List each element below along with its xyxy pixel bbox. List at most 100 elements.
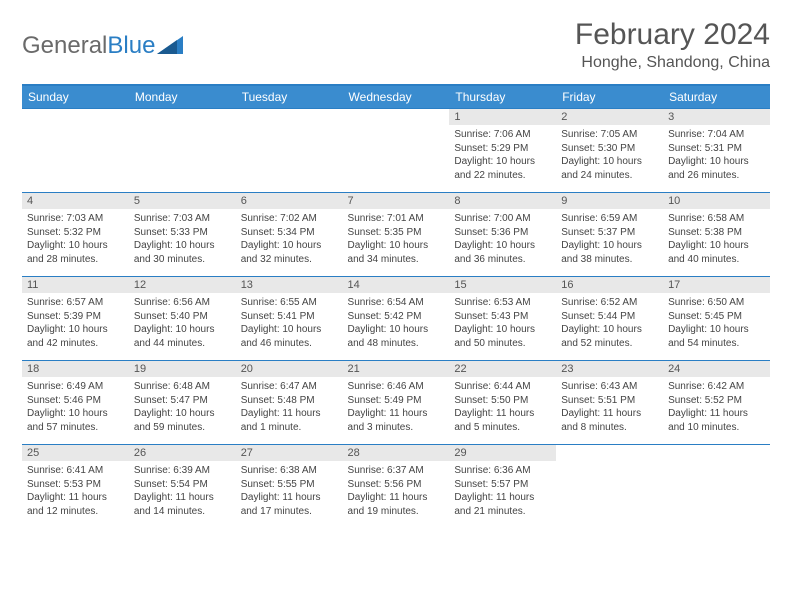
sunset-text: Sunset: 5:41 PM xyxy=(241,310,338,324)
calendar-body: 1Sunrise: 7:06 AMSunset: 5:29 PMDaylight… xyxy=(22,109,770,529)
day-body: Sunrise: 6:42 AMSunset: 5:52 PMDaylight:… xyxy=(663,377,770,439)
day-number: 17 xyxy=(663,277,770,293)
daylight-text: Daylight: 10 hours and 42 minutes. xyxy=(27,323,124,350)
day-number: 12 xyxy=(129,277,236,293)
sunset-text: Sunset: 5:54 PM xyxy=(134,478,231,492)
sunset-text: Sunset: 5:37 PM xyxy=(561,226,658,240)
daylight-text: Daylight: 11 hours and 17 minutes. xyxy=(241,491,338,518)
sunset-text: Sunset: 5:40 PM xyxy=(134,310,231,324)
day-number: 10 xyxy=(663,193,770,209)
day-number: 24 xyxy=(663,361,770,377)
day-body: Sunrise: 6:49 AMSunset: 5:46 PMDaylight:… xyxy=(22,377,129,439)
sunset-text: Sunset: 5:52 PM xyxy=(668,394,765,408)
day-body: Sunrise: 6:59 AMSunset: 5:37 PMDaylight:… xyxy=(556,209,663,271)
brand-logo: GeneralBlue xyxy=(22,32,183,60)
sunrise-text: Sunrise: 6:41 AM xyxy=(27,464,124,478)
daylight-text: Daylight: 11 hours and 10 minutes. xyxy=(668,407,765,434)
sunset-text: Sunset: 5:46 PM xyxy=(27,394,124,408)
weekday-header: Thursday xyxy=(449,85,556,109)
sunrise-text: Sunrise: 6:53 AM xyxy=(454,296,551,310)
sunrise-text: Sunrise: 6:47 AM xyxy=(241,380,338,394)
daylight-text: Daylight: 10 hours and 30 minutes. xyxy=(134,239,231,266)
day-body: Sunrise: 6:52 AMSunset: 5:44 PMDaylight:… xyxy=(556,293,663,355)
day-number: 16 xyxy=(556,277,663,293)
day-number: 2 xyxy=(556,109,663,125)
day-cell: 25Sunrise: 6:41 AMSunset: 5:53 PMDayligh… xyxy=(22,445,129,529)
day-number: 20 xyxy=(236,361,343,377)
daylight-text: Daylight: 11 hours and 19 minutes. xyxy=(348,491,445,518)
day-number: 29 xyxy=(449,445,556,461)
day-body: Sunrise: 6:48 AMSunset: 5:47 PMDaylight:… xyxy=(129,377,236,439)
sunrise-text: Sunrise: 7:00 AM xyxy=(454,212,551,226)
daylight-text: Daylight: 10 hours and 32 minutes. xyxy=(241,239,338,266)
day-number: 13 xyxy=(236,277,343,293)
daylight-text: Daylight: 11 hours and 3 minutes. xyxy=(348,407,445,434)
day-body: Sunrise: 7:06 AMSunset: 5:29 PMDaylight:… xyxy=(449,125,556,187)
day-body: Sunrise: 6:46 AMSunset: 5:49 PMDaylight:… xyxy=(343,377,450,439)
sunrise-text: Sunrise: 7:03 AM xyxy=(134,212,231,226)
sunrise-text: Sunrise: 7:05 AM xyxy=(561,128,658,142)
month-title: February 2024 xyxy=(575,18,770,52)
day-number: 4 xyxy=(22,193,129,209)
weekday-header: Monday xyxy=(129,85,236,109)
sunrise-text: Sunrise: 7:01 AM xyxy=(348,212,445,226)
day-number: 23 xyxy=(556,361,663,377)
weekday-header: Sunday xyxy=(22,85,129,109)
daylight-text: Daylight: 11 hours and 8 minutes. xyxy=(561,407,658,434)
day-cell xyxy=(663,445,770,529)
sunset-text: Sunset: 5:42 PM xyxy=(348,310,445,324)
daylight-text: Daylight: 10 hours and 38 minutes. xyxy=(561,239,658,266)
week-row: 1Sunrise: 7:06 AMSunset: 5:29 PMDaylight… xyxy=(22,109,770,193)
sunrise-text: Sunrise: 6:37 AM xyxy=(348,464,445,478)
day-number: 22 xyxy=(449,361,556,377)
sunset-text: Sunset: 5:56 PM xyxy=(348,478,445,492)
sunset-text: Sunset: 5:45 PM xyxy=(668,310,765,324)
day-cell: 17Sunrise: 6:50 AMSunset: 5:45 PMDayligh… xyxy=(663,277,770,361)
sunrise-text: Sunrise: 6:42 AM xyxy=(668,380,765,394)
day-body: Sunrise: 6:38 AMSunset: 5:55 PMDaylight:… xyxy=(236,461,343,523)
day-cell: 20Sunrise: 6:47 AMSunset: 5:48 PMDayligh… xyxy=(236,361,343,445)
day-cell: 22Sunrise: 6:44 AMSunset: 5:50 PMDayligh… xyxy=(449,361,556,445)
daylight-text: Daylight: 10 hours and 26 minutes. xyxy=(668,155,765,182)
day-number: 25 xyxy=(22,445,129,461)
day-cell: 2Sunrise: 7:05 AMSunset: 5:30 PMDaylight… xyxy=(556,109,663,193)
day-cell: 9Sunrise: 6:59 AMSunset: 5:37 PMDaylight… xyxy=(556,193,663,277)
day-cell: 15Sunrise: 6:53 AMSunset: 5:43 PMDayligh… xyxy=(449,277,556,361)
daylight-text: Daylight: 11 hours and 1 minute. xyxy=(241,407,338,434)
sunset-text: Sunset: 5:31 PM xyxy=(668,142,765,156)
sunrise-text: Sunrise: 6:49 AM xyxy=(27,380,124,394)
sunset-text: Sunset: 5:36 PM xyxy=(454,226,551,240)
day-number: 26 xyxy=(129,445,236,461)
daylight-text: Daylight: 10 hours and 28 minutes. xyxy=(27,239,124,266)
day-cell: 19Sunrise: 6:48 AMSunset: 5:47 PMDayligh… xyxy=(129,361,236,445)
weekday-header: Saturday xyxy=(663,85,770,109)
day-number: 15 xyxy=(449,277,556,293)
day-cell: 1Sunrise: 7:06 AMSunset: 5:29 PMDaylight… xyxy=(449,109,556,193)
sunset-text: Sunset: 5:32 PM xyxy=(27,226,124,240)
day-cell xyxy=(343,109,450,193)
daylight-text: Daylight: 10 hours and 48 minutes. xyxy=(348,323,445,350)
day-number: 1 xyxy=(449,109,556,125)
day-body: Sunrise: 7:05 AMSunset: 5:30 PMDaylight:… xyxy=(556,125,663,187)
day-cell: 14Sunrise: 6:54 AMSunset: 5:42 PMDayligh… xyxy=(343,277,450,361)
day-cell xyxy=(129,109,236,193)
day-body: Sunrise: 6:58 AMSunset: 5:38 PMDaylight:… xyxy=(663,209,770,271)
day-number: 6 xyxy=(236,193,343,209)
sunset-text: Sunset: 5:39 PM xyxy=(27,310,124,324)
week-row: 25Sunrise: 6:41 AMSunset: 5:53 PMDayligh… xyxy=(22,445,770,529)
day-number: 27 xyxy=(236,445,343,461)
sunrise-text: Sunrise: 6:57 AM xyxy=(27,296,124,310)
day-body: Sunrise: 6:39 AMSunset: 5:54 PMDaylight:… xyxy=(129,461,236,523)
day-body: Sunrise: 6:36 AMSunset: 5:57 PMDaylight:… xyxy=(449,461,556,523)
sunrise-text: Sunrise: 6:44 AM xyxy=(454,380,551,394)
day-cell: 21Sunrise: 6:46 AMSunset: 5:49 PMDayligh… xyxy=(343,361,450,445)
logo-triangle-icon xyxy=(157,34,183,59)
day-cell: 6Sunrise: 7:02 AMSunset: 5:34 PMDaylight… xyxy=(236,193,343,277)
day-cell: 7Sunrise: 7:01 AMSunset: 5:35 PMDaylight… xyxy=(343,193,450,277)
day-body: Sunrise: 6:47 AMSunset: 5:48 PMDaylight:… xyxy=(236,377,343,439)
day-body: Sunrise: 6:37 AMSunset: 5:56 PMDaylight:… xyxy=(343,461,450,523)
sunrise-text: Sunrise: 6:59 AM xyxy=(561,212,658,226)
day-cell: 12Sunrise: 6:56 AMSunset: 5:40 PMDayligh… xyxy=(129,277,236,361)
day-body: Sunrise: 6:57 AMSunset: 5:39 PMDaylight:… xyxy=(22,293,129,355)
sunset-text: Sunset: 5:44 PM xyxy=(561,310,658,324)
